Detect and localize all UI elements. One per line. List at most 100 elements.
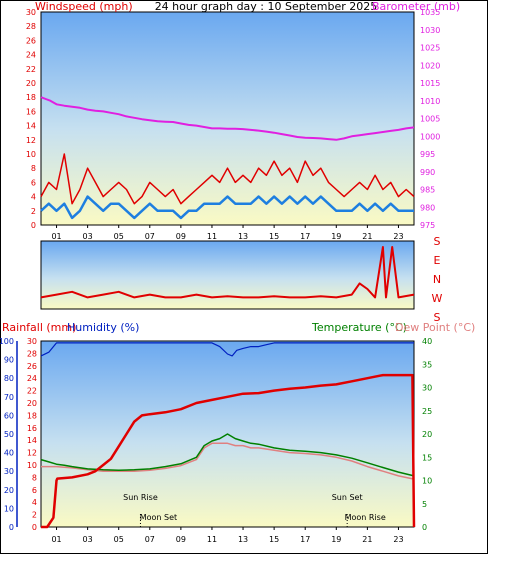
temperature-axis-title: Temperature (°C) xyxy=(311,321,407,334)
baro-tick-1030: 1030 xyxy=(420,26,440,35)
rain-tick-16: 16 xyxy=(27,424,37,433)
graph-border xyxy=(0,0,488,554)
humidity-tick-30: 30 xyxy=(4,467,14,476)
baro-tick-990: 990 xyxy=(420,168,435,177)
humidity-tick-100: 100 xyxy=(0,337,14,346)
rain-xtick-03: 03 xyxy=(83,535,93,544)
baro-tick-985: 985 xyxy=(420,186,435,195)
direction-tick-E-1: E xyxy=(434,254,441,267)
rain-xtick-23: 23 xyxy=(393,535,403,544)
temp-tick-10: 10 xyxy=(422,477,432,486)
rain-xtick-15: 15 xyxy=(269,535,279,544)
dewpoint-line xyxy=(41,442,415,480)
humidity-tick-50: 50 xyxy=(4,430,14,439)
wind-xtick-05: 05 xyxy=(114,232,124,241)
humidity-tick-20: 20 xyxy=(4,486,14,495)
barometer-line xyxy=(40,96,415,141)
wind-axis-title: Windspeed (mph) xyxy=(35,0,133,13)
baro-tick-1000: 1000 xyxy=(420,132,440,141)
wind-xtick-07: 07 xyxy=(145,232,155,241)
wind-xtick-19: 19 xyxy=(331,232,341,241)
wind-tick-12: 12 xyxy=(26,136,36,145)
baro-tick-1005: 1005 xyxy=(420,115,440,124)
wind-tick-6: 6 xyxy=(31,178,36,187)
temp-tick-35: 35 xyxy=(422,360,432,369)
wind-tick-0: 0 xyxy=(31,221,36,230)
rainfall-line xyxy=(41,373,416,529)
baro-tick-1010: 1010 xyxy=(420,97,440,106)
rain-tick-8: 8 xyxy=(32,473,37,482)
wind-tick-30: 30 xyxy=(26,8,36,17)
rain-xtick-09: 09 xyxy=(176,535,186,544)
rain-tick-0: 0 xyxy=(32,523,37,532)
wind-tick-14: 14 xyxy=(26,122,36,131)
direction-tick-S-0: S xyxy=(434,235,441,248)
rain-xtick-07: 07 xyxy=(145,535,155,544)
rain-tick-10: 10 xyxy=(27,461,37,470)
direction-tick-N-2: N xyxy=(433,273,441,286)
wind-tick-2: 2 xyxy=(31,207,36,216)
wind-tick-4: 4 xyxy=(31,193,36,202)
rain-xtick-01: 01 xyxy=(51,535,61,544)
rain-plot-area xyxy=(40,340,415,528)
direction-tick-S-4: S xyxy=(434,311,441,324)
wind-xtick-23: 23 xyxy=(393,232,403,241)
annotation-sun-rise: Sun Rise xyxy=(123,493,158,502)
rain-xtick-05: 05 xyxy=(114,535,124,544)
rain-tick-6: 6 xyxy=(32,486,37,495)
temp-tick-15: 15 xyxy=(422,453,432,462)
temp-tick-30: 30 xyxy=(422,384,432,393)
humidity-tick-40: 40 xyxy=(4,449,14,458)
wind-xtick-11: 11 xyxy=(207,232,217,241)
baro-tick-1035: 1035 xyxy=(420,8,440,17)
wind-speed-line xyxy=(40,153,415,205)
rain-tick-22: 22 xyxy=(27,387,37,396)
baro-tick-980: 980 xyxy=(420,203,435,212)
wind-xtick-01: 01 xyxy=(51,232,61,241)
wind-xtick-13: 13 xyxy=(238,232,248,241)
wind-direction-line xyxy=(40,246,415,299)
rain-tick-20: 20 xyxy=(27,399,37,408)
humidity-tick-0: 0 xyxy=(9,523,14,532)
rain-tick-24: 24 xyxy=(27,374,37,383)
temp-tick-5: 5 xyxy=(422,500,427,509)
wind-xtick-03: 03 xyxy=(83,232,93,241)
wind-xtick-17: 17 xyxy=(300,232,310,241)
baro-tick-1025: 1025 xyxy=(420,44,440,53)
baro-axis-title: Barometer (mb) xyxy=(372,0,460,13)
temp-tick-20: 20 xyxy=(422,430,432,439)
annotation-moon-set: Moon Set xyxy=(140,513,177,522)
rain-xtick-11: 11 xyxy=(207,535,217,544)
rain-tick-28: 28 xyxy=(27,349,37,358)
baro-tick-1020: 1020 xyxy=(420,61,440,70)
wind-tick-28: 28 xyxy=(26,22,36,31)
rain-tick-12: 12 xyxy=(27,449,37,458)
rain-tick-30: 30 xyxy=(27,337,37,346)
wind-tick-24: 24 xyxy=(26,51,36,60)
annotation-moon-rise: Moon Rise xyxy=(345,513,386,522)
rain-xtick-13: 13 xyxy=(238,535,248,544)
wind-plot-area xyxy=(40,11,415,226)
wind-average-line xyxy=(40,195,414,220)
wind-tick-18: 18 xyxy=(26,93,36,102)
wind-xtick-15: 15 xyxy=(269,232,279,241)
dewpoint-axis-title: Dew Point (°C) xyxy=(395,321,475,334)
humidity-axis-title: Humidity (%) xyxy=(67,321,139,334)
baro-tick-995: 995 xyxy=(420,150,435,159)
direction-plot-area xyxy=(40,240,415,310)
wind-xtick-09: 09 xyxy=(176,232,186,241)
wind-tick-22: 22 xyxy=(26,65,36,74)
baro-tick-1015: 1015 xyxy=(420,79,440,88)
temperature-line xyxy=(40,433,415,477)
rain-tick-14: 14 xyxy=(27,436,37,445)
humidity-tick-70: 70 xyxy=(4,393,14,402)
rain-axis-title: Rainfall (mm) xyxy=(2,321,76,334)
wind-tick-20: 20 xyxy=(26,79,36,88)
wind-xtick-21: 21 xyxy=(362,232,372,241)
temp-tick-40: 40 xyxy=(422,337,432,346)
humidity-line xyxy=(40,342,414,357)
wind-tick-8: 8 xyxy=(31,164,36,173)
rain-xtick-17: 17 xyxy=(300,535,310,544)
wind-tick-26: 26 xyxy=(26,36,36,45)
